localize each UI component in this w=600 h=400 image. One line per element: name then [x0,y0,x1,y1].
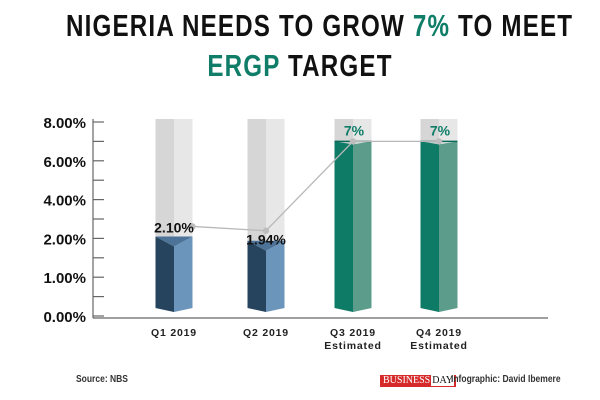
bar-left-face [247,240,266,312]
x-tick-label: Estimated [324,340,381,352]
x-tick-label: Q2 2019 [243,327,289,339]
data-label: 2.10% [154,219,194,235]
bar-left-face [155,236,174,312]
y-tick-label: 8.00% [43,115,86,132]
bar-right-face [439,141,458,312]
chart-title-line-2: ERGP TARGET [66,48,534,84]
bar-left-face [420,141,439,312]
bar-group [247,119,285,312]
bar-right-face [353,141,372,312]
logo-text: DAY [431,375,454,386]
title-highlight: 7% [412,8,451,43]
bar-group [334,119,372,312]
connector-point [189,223,196,230]
y-tick-label: 2.00% [43,231,86,248]
y-tick-label: 1.00% [43,270,86,287]
x-tick-label: Estimated [410,340,467,352]
connector-line [192,140,439,232]
title-text: NIGERIA NEEDS TO GROW [66,8,413,43]
bar-top-face [247,240,285,251]
y-tick-label: 0.00% [43,309,86,326]
connector-point [435,138,443,145]
connector-point [262,227,270,234]
chart-title-line-1: NIGERIA NEEDS TO GROW 7% TO MEET [66,8,572,44]
connector-point [349,138,357,145]
title-text: TARGET [280,48,393,83]
x-tick-label: Q4 2019 [416,327,462,339]
x-tick-label: Q1 2019 [151,327,197,339]
bar-left-face [334,141,353,312]
bar-group [155,119,193,312]
title-text: TO MEET [450,8,574,43]
source-note: Source: NBS [76,374,128,385]
credit-note: Infographic: David Ibemere [451,374,561,385]
title-highlight: ERGP [207,48,281,83]
bar-top-face [155,236,193,247]
businessday-logo: BUSINESS DAY [380,375,456,387]
logo-text: BUSINESS [383,375,431,386]
y-tick-label: 6.00% [43,154,86,171]
data-label: 7% [430,122,451,138]
data-label: 7% [344,122,365,138]
bar-group [420,119,458,312]
bar-right-face [174,236,193,312]
y-tick-label: 4.00% [43,193,86,210]
data-label: 1.94% [246,232,286,248]
bar-right-face [266,240,285,312]
x-tick-label: Q3 2019 [330,327,376,339]
